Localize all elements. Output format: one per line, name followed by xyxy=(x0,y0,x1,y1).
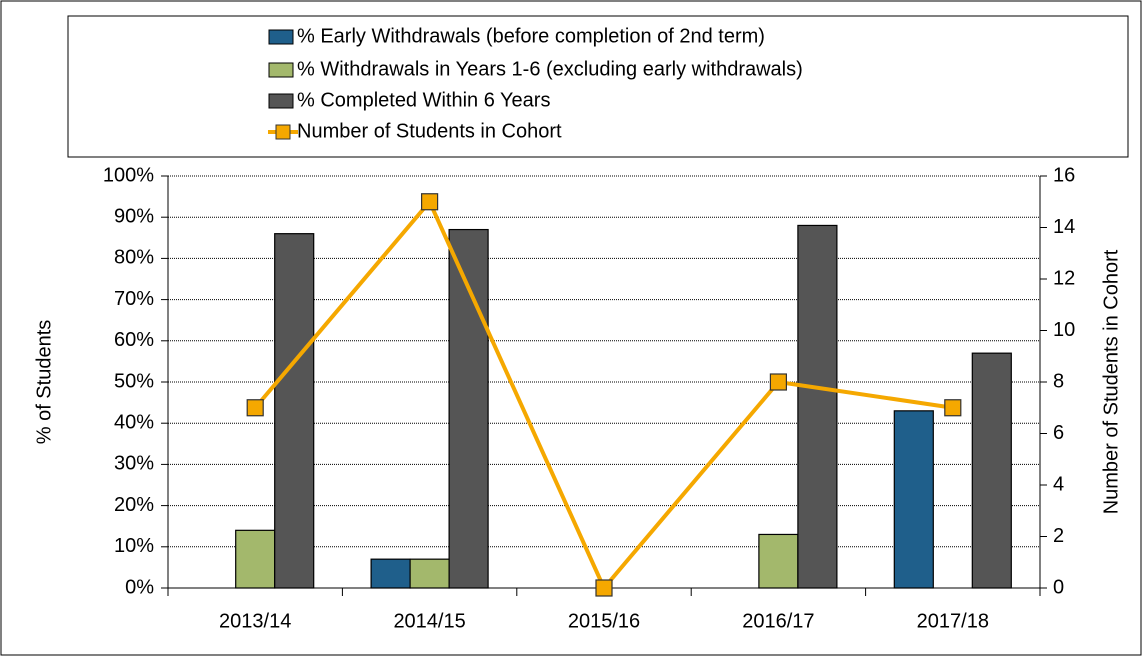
y-tick-label: 0% xyxy=(125,576,154,598)
y-tick-label: 70% xyxy=(114,288,154,310)
marker xyxy=(944,399,962,417)
y2-tick-label: 0 xyxy=(1053,576,1064,598)
bar xyxy=(235,529,276,589)
legend-swatch xyxy=(268,62,294,78)
legend-label: % Early Withdrawals (before completion o… xyxy=(297,25,765,47)
y-axis-label: % of Students xyxy=(33,320,55,445)
y2-tick-label: 10 xyxy=(1053,319,1075,341)
bar xyxy=(409,558,450,589)
x-tick-label: 2013/14 xyxy=(219,610,291,632)
x-tick-label: 2015/16 xyxy=(568,610,640,632)
bar xyxy=(274,233,315,589)
y2-tick-label: 12 xyxy=(1053,267,1075,289)
marker xyxy=(421,193,439,211)
y-tick-label: 80% xyxy=(114,247,154,269)
bar xyxy=(370,558,411,589)
y-tick-label: 40% xyxy=(114,411,154,433)
x-tick-label: 2014/15 xyxy=(393,610,465,632)
x-tick-label: 2016/17 xyxy=(742,610,814,632)
y2-tick-label: 4 xyxy=(1053,473,1064,495)
marker xyxy=(246,399,264,417)
y-tick-label: 20% xyxy=(114,494,154,516)
y2-tick-label: 6 xyxy=(1053,422,1064,444)
bar xyxy=(758,533,799,589)
legend-marker xyxy=(275,124,291,140)
y-tick-label: 90% xyxy=(114,205,154,227)
y-tick-label: 100% xyxy=(103,164,154,186)
legend-label: % Withdrawals in Years 1-6 (excluding ea… xyxy=(297,58,803,80)
x-tick-label: 2017/18 xyxy=(917,610,989,632)
bar xyxy=(797,224,838,589)
bar xyxy=(971,352,1012,589)
marker xyxy=(595,579,613,597)
y2-tick-label: 14 xyxy=(1053,216,1075,238)
bar xyxy=(893,410,934,589)
marker xyxy=(769,373,788,391)
y2-tick-label: 8 xyxy=(1053,370,1064,392)
y-tick-label: 30% xyxy=(114,453,154,475)
y-tick-label: 50% xyxy=(114,370,154,392)
y-tick-label: 10% xyxy=(114,535,154,557)
legend-label: Number of Students in Cohort xyxy=(297,120,562,142)
y2-axis-label: Number of Students in Cohort xyxy=(1100,249,1122,514)
y-tick-label: 60% xyxy=(114,329,154,351)
legend-swatch xyxy=(268,29,294,45)
legend-swatch xyxy=(268,93,294,109)
legend-box xyxy=(67,15,1129,158)
legend-label: % Completed Within 6 Years xyxy=(297,89,550,111)
y2-tick-label: 2 xyxy=(1053,525,1064,547)
y2-tick-label: 16 xyxy=(1053,164,1075,186)
